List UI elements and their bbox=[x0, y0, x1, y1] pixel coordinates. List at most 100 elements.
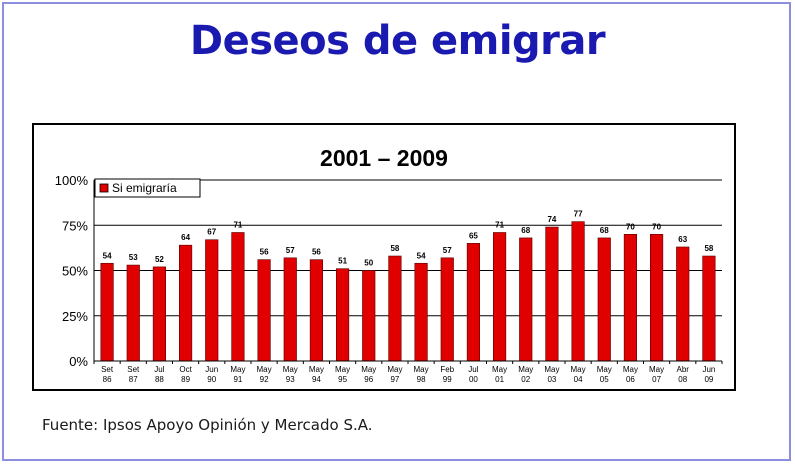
data-label: 68 bbox=[521, 226, 530, 235]
bar bbox=[571, 221, 585, 362]
data-label: 71 bbox=[233, 220, 242, 229]
data-label: 74 bbox=[547, 215, 556, 224]
x-tick-label: 00 bbox=[469, 375, 478, 384]
data-label: 53 bbox=[129, 253, 138, 262]
bar bbox=[152, 266, 166, 362]
x-tick-label: 89 bbox=[181, 375, 190, 384]
x-tick-label: 90 bbox=[207, 375, 216, 384]
data-label: 57 bbox=[443, 246, 452, 255]
x-tick-label: May bbox=[361, 365, 376, 374]
data-label: 54 bbox=[417, 251, 426, 260]
legend-label: Si emigraría bbox=[112, 181, 177, 195]
data-label: 58 bbox=[390, 244, 399, 253]
bar bbox=[440, 257, 454, 362]
x-tick-label: May bbox=[544, 365, 559, 374]
bar bbox=[545, 226, 559, 362]
bar bbox=[676, 246, 690, 362]
bar bbox=[362, 270, 376, 362]
x-tick-label: Set bbox=[101, 365, 114, 374]
bar bbox=[650, 234, 664, 362]
bar bbox=[257, 259, 271, 362]
data-label: 70 bbox=[652, 222, 661, 231]
x-tick-label: 87 bbox=[129, 375, 138, 384]
data-label: 57 bbox=[286, 246, 295, 255]
x-tick-label: May bbox=[649, 365, 664, 374]
y-tick-label: 100% bbox=[55, 173, 89, 188]
chart-container: 2001 – 2009 54 53 52 64 67 71 56 57 56 51 50 58 54 57… bbox=[32, 123, 736, 391]
bar bbox=[179, 244, 193, 362]
bar bbox=[283, 257, 297, 362]
x-tick-label: May bbox=[414, 365, 429, 374]
x-tick-label: 88 bbox=[155, 375, 164, 384]
gridlines bbox=[94, 179, 722, 317]
x-tick-label: Feb bbox=[440, 365, 454, 374]
data-label: 70 bbox=[626, 222, 635, 231]
x-tick-label: 09 bbox=[704, 375, 713, 384]
data-label: 63 bbox=[678, 235, 687, 244]
axes: 0%25%50%75%100%Set86Set87Jul88Oct89Jun90… bbox=[55, 173, 723, 384]
bar bbox=[336, 268, 350, 362]
x-tick-label: 98 bbox=[417, 375, 426, 384]
x-tick-label: Abr bbox=[677, 365, 690, 374]
bar bbox=[414, 262, 428, 362]
data-label: 71 bbox=[495, 220, 504, 229]
x-tick-label: 96 bbox=[364, 375, 373, 384]
bar-chart: 2001 – 2009 54 53 52 64 67 71 56 57 56 51 50 58 54 57… bbox=[55, 145, 723, 384]
bar bbox=[231, 232, 245, 362]
bar bbox=[100, 262, 114, 362]
bar bbox=[623, 234, 637, 362]
y-tick-label: 75% bbox=[62, 218, 88, 233]
y-tick-label: 0% bbox=[69, 354, 88, 369]
x-tick-label: 97 bbox=[390, 375, 399, 384]
x-tick-label: 93 bbox=[286, 375, 295, 384]
x-tick-label: 91 bbox=[233, 375, 242, 384]
data-label: 58 bbox=[704, 244, 713, 253]
x-tick-label: May bbox=[623, 365, 638, 374]
x-tick-label: May bbox=[597, 365, 612, 374]
data-label: 54 bbox=[103, 251, 112, 260]
x-tick-label: May bbox=[335, 365, 350, 374]
y-tick-label: 25% bbox=[62, 309, 88, 324]
legend: Si emigraría bbox=[94, 178, 201, 198]
legend-box bbox=[94, 178, 201, 198]
data-label: 64 bbox=[181, 233, 190, 242]
x-tick-label: Jul bbox=[468, 365, 478, 374]
source-note: Fuente: Ipsos Apoyo Opinión y Mercado S.… bbox=[42, 416, 373, 434]
x-tick-label: 07 bbox=[652, 375, 661, 384]
x-tick-label: 92 bbox=[260, 375, 269, 384]
x-tick-label: 86 bbox=[103, 375, 112, 384]
data-label: 67 bbox=[207, 228, 216, 237]
x-tick-label: 95 bbox=[338, 375, 347, 384]
x-tick-label: Oct bbox=[179, 365, 192, 374]
data-label: 51 bbox=[338, 257, 347, 266]
x-tick-label: May bbox=[257, 365, 272, 374]
bar bbox=[597, 237, 611, 362]
bar bbox=[519, 237, 533, 362]
chart-title: 2001 – 2009 bbox=[320, 145, 448, 171]
data-label: 52 bbox=[155, 255, 164, 264]
x-tick-label: May bbox=[492, 365, 507, 374]
data-label: 68 bbox=[600, 226, 609, 235]
bar bbox=[493, 232, 507, 362]
data-label: 50 bbox=[364, 259, 373, 268]
x-tick-label: 05 bbox=[600, 375, 609, 384]
x-tick-label: May bbox=[571, 365, 586, 374]
y-tick-label: 50% bbox=[62, 264, 88, 279]
x-tick-label: 99 bbox=[443, 375, 452, 384]
x-tick-label: 08 bbox=[678, 375, 687, 384]
data-label: 77 bbox=[574, 210, 583, 219]
legend-swatch bbox=[99, 183, 109, 193]
x-tick-label: May bbox=[518, 365, 533, 374]
x-tick-label: May bbox=[309, 365, 324, 374]
bar bbox=[205, 239, 219, 362]
data-label: 56 bbox=[260, 248, 269, 257]
x-tick-label: 04 bbox=[574, 375, 583, 384]
x-tick-label: 01 bbox=[495, 375, 504, 384]
bar bbox=[388, 255, 402, 362]
data-label: 56 bbox=[312, 248, 321, 257]
x-tick-label: May bbox=[387, 365, 402, 374]
x-tick-label: Jul bbox=[154, 365, 164, 374]
bar bbox=[309, 259, 323, 362]
bar bbox=[702, 255, 716, 362]
data-label: 65 bbox=[469, 231, 478, 240]
